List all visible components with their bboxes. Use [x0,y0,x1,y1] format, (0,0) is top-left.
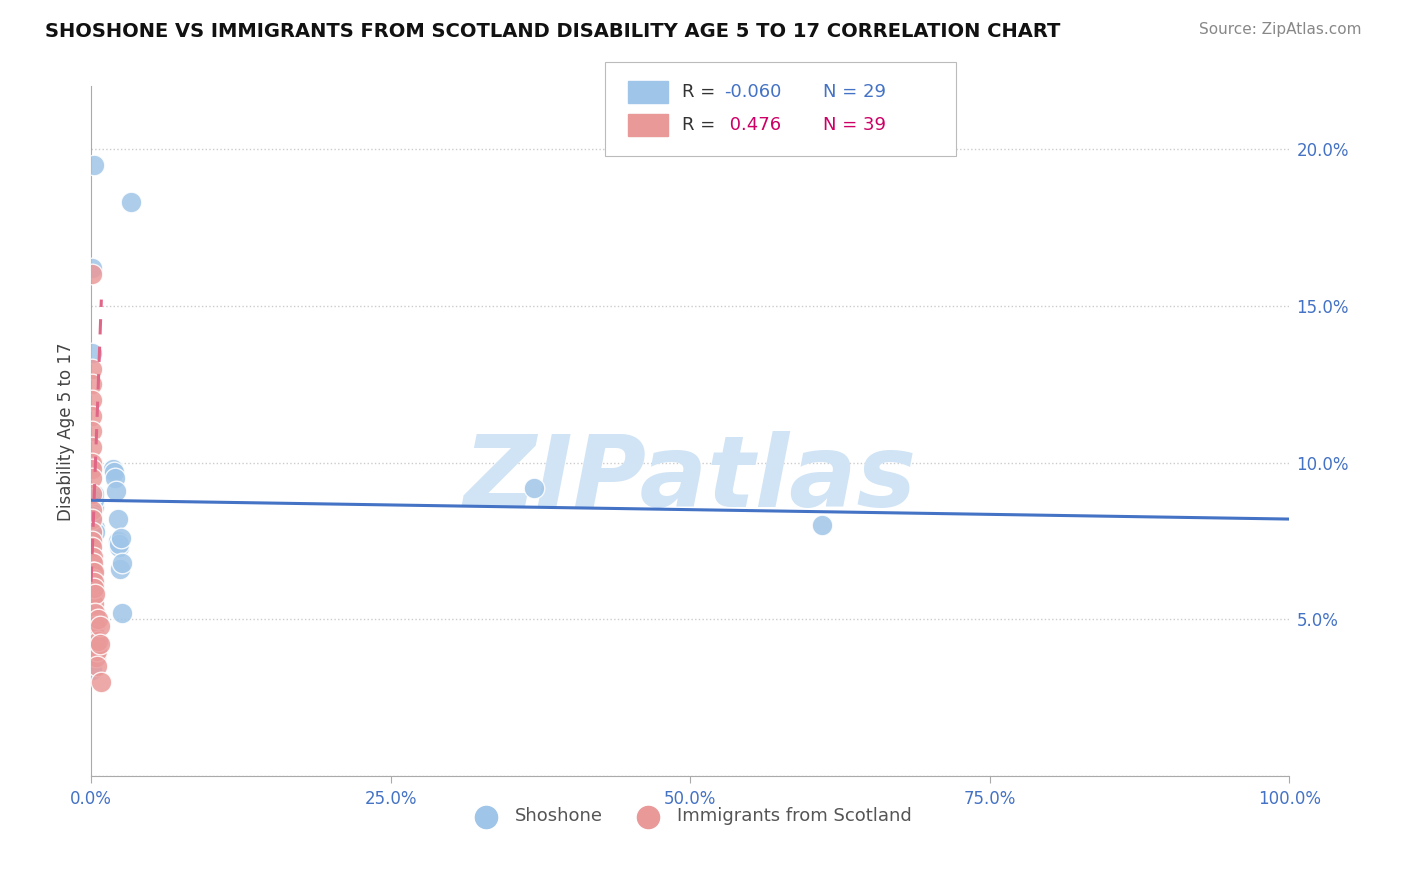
Point [82,506,104,520]
Point [108,562,131,576]
Text: R =: R = [682,83,721,101]
Point [80,377,103,392]
Point [82,524,104,539]
Point [80,424,103,438]
Point [83,587,105,601]
Point [82,572,104,586]
Point [87,612,110,626]
Point [82,534,104,549]
Point [80,392,103,407]
Point [84,650,107,665]
Point [105,483,128,498]
Point [107,541,129,555]
Point [83,618,105,632]
Point [89,638,111,652]
Point [83,493,105,508]
Point [83,574,105,589]
Point [80,361,103,376]
Point [111,556,134,570]
Point [83,487,105,501]
Text: N = 29: N = 29 [823,83,886,101]
Point [80,268,103,282]
Point [83,524,105,539]
Point [107,537,129,551]
Point [83,500,105,514]
Point [83,581,105,595]
Point [89,618,111,632]
Point [90,675,112,690]
Text: Source: ZipAtlas.com: Source: ZipAtlas.com [1198,22,1361,37]
Point [82,512,104,526]
Text: R =: R = [682,116,721,134]
Point [120,195,142,210]
Point [82,487,104,501]
Text: SHOSHONE VS IMMIGRANTS FROM SCOTLAND DISABILITY AGE 5 TO 17 CORRELATION CHART: SHOSHONE VS IMMIGRANTS FROM SCOTLAND DIS… [45,22,1060,41]
Point [83,158,105,172]
Point [101,462,124,476]
Point [82,566,104,580]
Point [523,481,546,495]
Legend: Shoshone, Immigrants from Scotland: Shoshone, Immigrants from Scotland [461,800,920,833]
Point [80,456,103,470]
Point [87,634,110,648]
Point [82,261,104,276]
Point [82,578,104,592]
Text: 0.476: 0.476 [724,116,782,134]
Point [80,409,103,423]
Point [82,587,104,601]
Y-axis label: Disability Age 5 to 17: Disability Age 5 to 17 [58,342,75,521]
Point [110,531,132,545]
Text: -0.060: -0.060 [724,83,782,101]
Point [107,534,129,549]
Point [86,644,108,658]
Point [82,508,104,523]
Point [82,502,104,516]
Point [104,471,127,485]
Point [80,471,103,485]
Point [83,606,105,620]
Point [83,566,105,580]
Point [82,581,104,595]
Point [82,663,104,677]
Point [82,346,104,360]
Point [82,549,104,564]
Point [82,502,104,516]
Point [811,518,834,533]
Point [82,581,104,595]
Point [103,465,125,479]
Point [84,638,107,652]
Point [82,556,104,570]
Point [80,440,103,454]
Point [107,512,129,526]
Point [82,541,104,555]
Point [80,462,103,476]
Point [111,606,134,620]
Point [83,597,105,611]
Point [86,659,108,673]
Text: N = 39: N = 39 [823,116,886,134]
Text: ZIPatlas: ZIPatlas [464,431,917,528]
Point [83,628,105,642]
Point [83,521,105,535]
